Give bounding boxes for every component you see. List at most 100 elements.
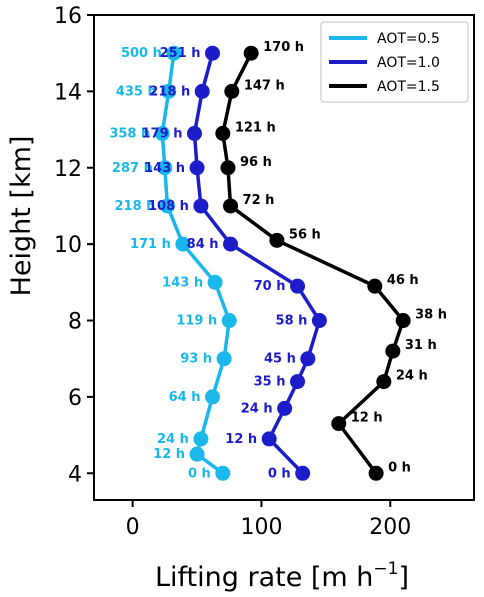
y-tick-label: 6 [68,386,82,411]
series-2-point [295,465,311,481]
series-1-point [166,45,182,61]
series-3-point [376,374,392,390]
series-1-point [221,313,237,329]
series-2-point-label: 108 h [148,199,189,214]
series-3-point-label: 24 h [396,369,428,384]
series-1-point-label: 171 h [130,237,171,252]
series-2-point-label: 84 h [187,237,219,252]
axes: 0 100 200 4 6 8 10 12 14 16 [54,4,475,540]
series-2-point [189,160,205,176]
series-3-point [331,416,347,432]
y-tick-label: 12 [54,157,82,182]
series-1-point [193,431,209,447]
series-3-point [220,160,236,176]
series-1-point [159,198,175,214]
series-1-point-label: 119 h [176,314,217,329]
legend-label-3: AOT=1.5 [377,79,440,95]
series-1-point-label: 500 h [121,46,162,61]
legend-box [320,21,469,103]
series-2-point [290,374,306,390]
series-1-point-label: 64 h [169,390,201,405]
series-3-point-label: 96 h [240,155,272,170]
plot-frame [93,14,475,501]
series-2-point-label: 58 h [276,314,308,329]
series-1-point [154,125,170,141]
series-2-point-label: 12 h [225,432,257,447]
series-2-point-label: 179 h [142,126,183,141]
series-2-point [277,400,293,416]
series-1-point-label: 24 h [157,432,189,447]
series-2-point [300,351,316,367]
series-3-point-label: 56 h [289,227,321,242]
series-2-point [290,278,306,294]
series-3-point-label: 31 h [405,338,437,353]
series-2-point [193,198,209,214]
series-1-point-label: 93 h [180,352,212,367]
legend-label-1: AOT=0.5 [377,31,440,47]
y-tick-label: 4 [68,462,82,487]
series-1-point [215,465,231,481]
series-2-point [194,83,210,99]
series-3-point [215,125,231,141]
series-2-point-label: 45 h [264,352,296,367]
series-1-point [216,351,232,367]
series-3-point [395,313,411,329]
x-tick-label: 0 [126,515,140,540]
series-3-point-label: 121 h [235,120,276,135]
series-2-point-label: 35 h [254,375,286,390]
legend-label-2: AOT=1.0 [377,55,440,71]
series-2-point [186,125,202,141]
series-2-point [261,431,277,447]
series-3-point [223,198,239,214]
series-2-point-label: 251 h [160,46,201,61]
series-2-point-label: 218 h [149,84,190,99]
y-tick-label: 8 [68,310,82,335]
series-1-point [205,389,221,405]
y-tick-label: 16 [54,4,82,29]
series-2-point [223,236,239,252]
series-2-point-label: 70 h [254,279,286,294]
series-3-point [243,45,259,61]
series-1-line [160,52,232,475]
series-points [154,45,411,481]
series-2-point-label: 143 h [144,161,185,176]
y-tick-label: 14 [54,80,82,105]
series-1-point [175,236,191,252]
x-tick-label: 200 [369,515,411,540]
series-3-point-label: 46 h [387,273,419,288]
series-3-point-label: 12 h [351,411,383,426]
y-tick-label: 10 [54,233,82,258]
x-axis-title-main: Lifting rate [m h [155,562,373,593]
series-3-point-label: 170 h [263,40,304,55]
series-3-point-label: 38 h [415,308,447,323]
series-1-point [207,274,223,290]
series-2-point [311,313,327,329]
series-1-point [157,160,173,176]
series-3-point-label: 0 h [388,460,411,475]
series-2-point-label: 24 h [241,401,273,416]
series-1-point-label: 12 h [153,447,185,462]
x-axis-title-exponent: −1 [373,559,398,579]
series-3-point [367,278,383,294]
series-3-point [385,343,401,359]
x-axis-title: Lifting rate [m h−1] [155,559,409,593]
series-3-point-label: 72 h [243,193,275,208]
series-1-point-label: 358 h [109,126,150,141]
series-1-point-label: 0 h [188,466,211,481]
y-axis-title: Height [km] [6,136,37,297]
x-tick-label: 100 [240,515,282,540]
series-3-point-label: 147 h [244,78,285,93]
series-1-point [189,446,205,462]
series-1-point-label: 435 h [116,84,157,99]
series-2-point [205,45,221,61]
series-3-point [269,232,285,248]
legend: AOT=0.5 AOT=1.0 AOT=1.5 [320,21,469,103]
series-1-point [161,83,177,99]
series-3-point [224,83,240,99]
x-axis-title-close: ] [398,562,409,593]
series-3-point [368,465,384,481]
series-1-point-label: 143 h [162,275,203,290]
